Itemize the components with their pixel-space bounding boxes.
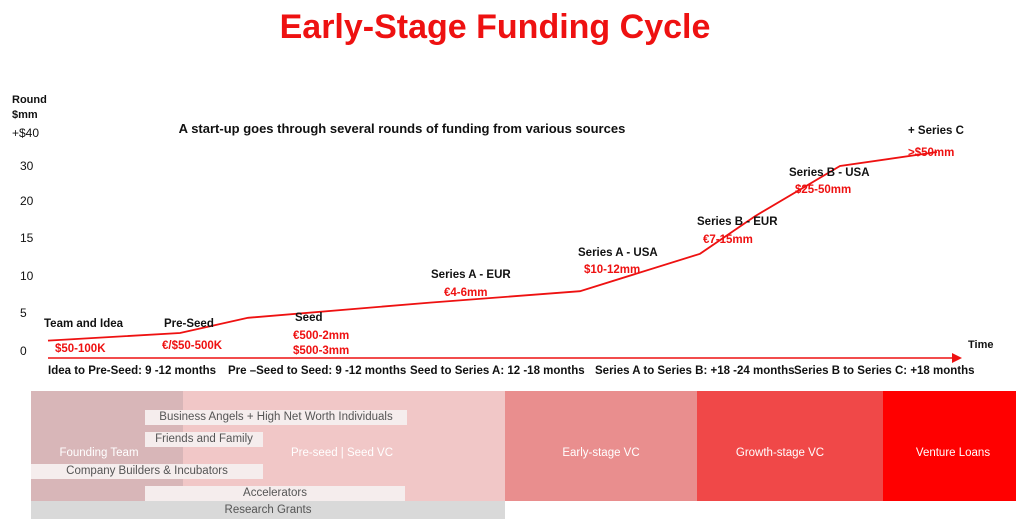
y-tick-label: 30 xyxy=(20,159,34,173)
y-tick-label: 0 xyxy=(20,344,27,358)
y-tick-label: 5 xyxy=(20,306,27,320)
stage-amount: €/$50-500K xyxy=(162,340,223,352)
founding-team-label: Founding Team xyxy=(59,447,139,459)
stage-name: Series A - EUR xyxy=(431,269,511,281)
y-tick-label: 20 xyxy=(20,194,34,208)
stage-name: Series B - EUR xyxy=(697,216,778,228)
early-stage-vc-region xyxy=(505,391,697,501)
early-stage-vc-label: Early-stage VC xyxy=(562,447,640,459)
period-label: Series B to Series C: +18 months xyxy=(794,365,975,377)
stage-name: Team and Idea xyxy=(44,318,124,330)
stage-name: Series A - USA xyxy=(578,247,658,259)
period-label: Seed to Series A: 12 -18 months xyxy=(410,365,585,377)
stage-amount: $10-12mm xyxy=(584,264,640,276)
y-axis-label-line-2: $mm xyxy=(12,109,38,121)
stage-name: Series B - USA xyxy=(789,167,870,179)
y-tick-label: +$40 xyxy=(12,126,39,140)
page-title: Early-Stage Funding Cycle xyxy=(280,8,711,46)
venture-loans-label: Venture Loans xyxy=(915,447,991,459)
growth-stage-vc-label: Growth-stage VC xyxy=(735,447,825,459)
y-tick-label: 15 xyxy=(20,231,34,245)
stage-amount: $25-50mm xyxy=(795,184,851,196)
stage-amount: €4-6mm xyxy=(444,287,487,299)
y-tick-label: 10 xyxy=(20,269,34,283)
company-builders-bar: Company Builders & Incubators xyxy=(31,464,263,479)
growth-stage-vc-region xyxy=(697,391,883,501)
stage-amount: €500-2mm xyxy=(293,330,349,342)
research-grants-bar xyxy=(31,501,505,519)
period-label: Idea to Pre-Seed: 9 -12 months xyxy=(48,365,216,377)
funding-series-line xyxy=(47,151,938,342)
time-axis-arrowhead xyxy=(952,353,962,363)
venture-loans-region xyxy=(883,391,1016,501)
stage-amount: €7-15mm xyxy=(703,234,753,246)
preseed-vc-label: Pre-seed | Seed VC xyxy=(290,447,394,459)
stage-name: Pre-Seed xyxy=(164,318,214,330)
stage-amount-secondary: $500-3mm xyxy=(293,345,349,357)
y-axis-label-line-1: Round xyxy=(12,94,47,106)
stage-name: + Series C xyxy=(908,125,964,137)
business-angels-bar: Business Angels + High Net Worth Individ… xyxy=(145,410,407,425)
stage-amount: $50-100K xyxy=(55,343,106,355)
period-label: Series A to Series B: +18 -24 months xyxy=(595,365,795,377)
stage-amount: >$50mm xyxy=(908,147,954,159)
friends-family-bar: Friends and Family xyxy=(145,432,263,447)
accelerators-bar: Accelerators xyxy=(145,486,405,501)
research-grants-label: Research Grants xyxy=(224,504,312,516)
chart-subtitle: A start-up goes through several rounds o… xyxy=(179,121,626,136)
stage-name: Seed xyxy=(295,312,323,324)
funding-chart: Early-Stage Funding Cycle A start-up goe… xyxy=(12,8,993,377)
x-axis-label: Time xyxy=(968,339,993,351)
period-label: Pre –Seed to Seed: 9 -12 months xyxy=(228,365,406,377)
